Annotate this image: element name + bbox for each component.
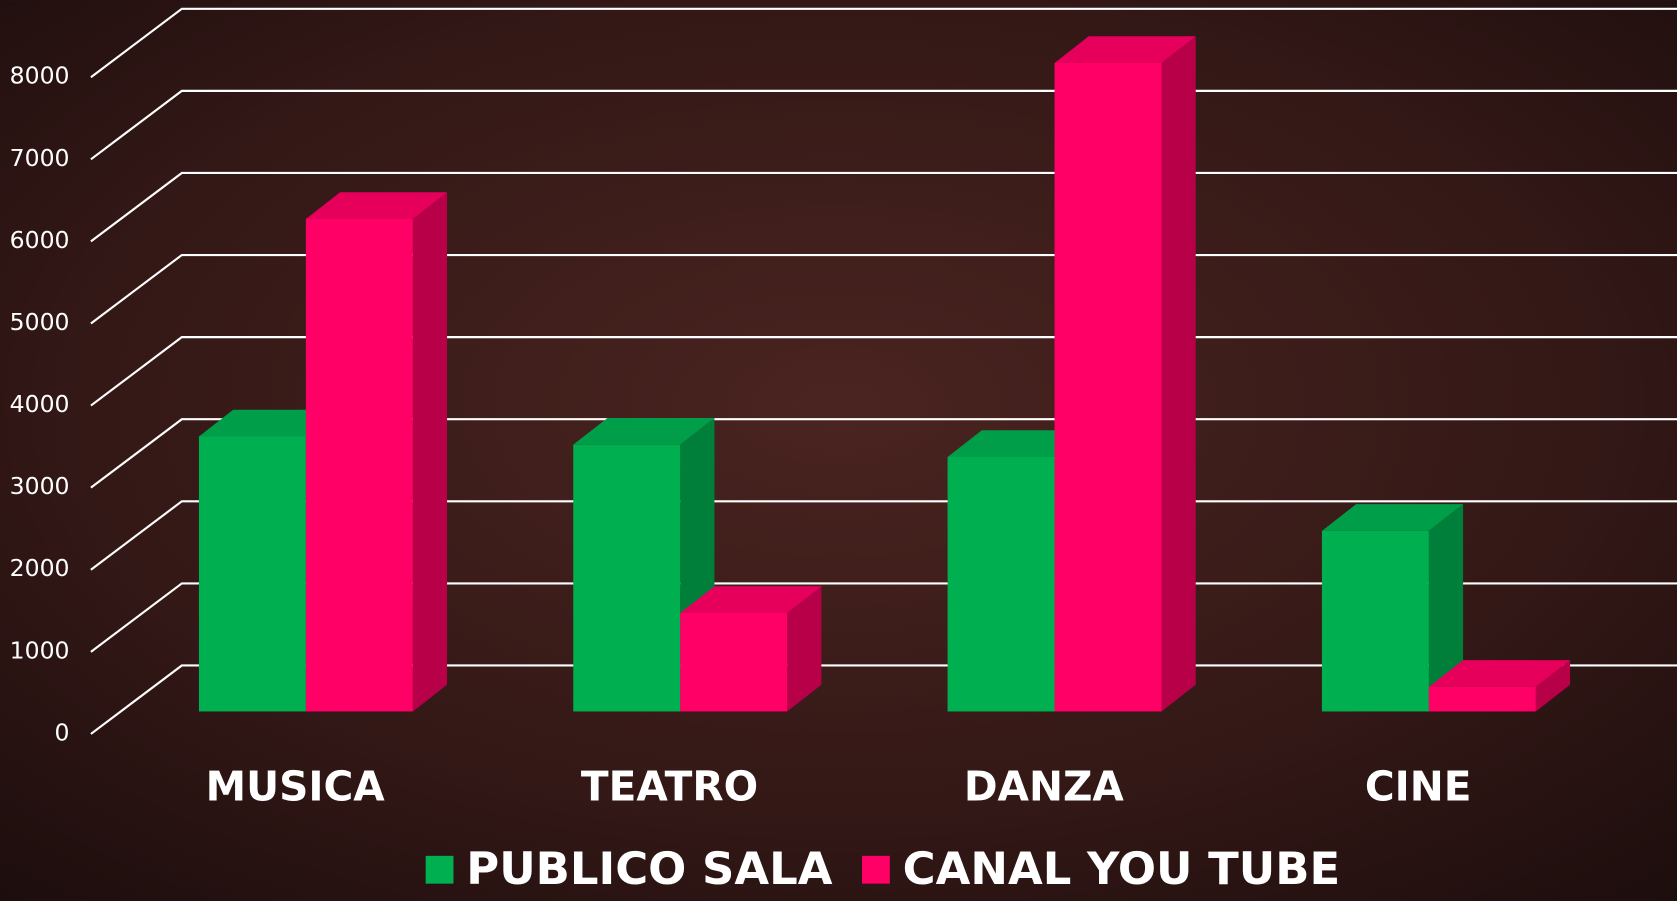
bar-front	[947, 456, 1055, 712]
bar-top	[198, 409, 341, 437]
bar	[1428, 660, 1571, 712]
y-tick-label: 0	[55, 718, 70, 746]
bar-top	[947, 430, 1089, 457]
bar-top	[1321, 504, 1464, 531]
bar-front	[1428, 686, 1536, 712]
bar-front	[1054, 62, 1162, 712]
legend-swatch	[425, 855, 454, 884]
bar-top	[573, 417, 715, 445]
y-tick-label: 5000	[10, 308, 70, 336]
x-tick-label: CINE	[1365, 763, 1472, 811]
bar	[1054, 36, 1196, 712]
bar-side	[787, 586, 822, 712]
bar	[305, 192, 448, 712]
bar-front	[305, 218, 413, 712]
bar-front	[1321, 530, 1429, 712]
y-tick-label: 7000	[10, 144, 70, 172]
legend-swatch	[862, 855, 890, 884]
bar-top	[1054, 36, 1196, 63]
bar-top	[1428, 660, 1571, 687]
bar-top	[305, 192, 448, 219]
x-tick-label: TEATRO	[581, 763, 758, 811]
bar-side	[412, 192, 448, 712]
bar-top	[680, 586, 822, 613]
bar-side	[1428, 504, 1464, 712]
bar	[680, 586, 822, 712]
x-tick-label: MUSICA	[206, 763, 386, 811]
legend-label: PUBLICO SALA	[466, 842, 832, 895]
bar-side	[1535, 660, 1571, 712]
y-tick-label: 8000	[10, 62, 70, 90]
y-tick-label: 6000	[10, 226, 70, 254]
bar-front	[573, 444, 681, 712]
y-tick-label: 4000	[10, 390, 70, 418]
x-tick-label: DANZA	[964, 763, 1125, 811]
y-tick-label: 1000	[10, 636, 70, 664]
legend-label: CANAL YOU TUBE	[903, 842, 1340, 895]
y-tick-label: 3000	[10, 472, 70, 500]
bar-front	[680, 612, 788, 712]
bar	[1321, 504, 1464, 712]
grid-line	[90, 7, 1677, 79]
y-tick-label: 2000	[10, 554, 70, 582]
bar-side	[1161, 36, 1196, 712]
bar-front	[198, 436, 306, 712]
